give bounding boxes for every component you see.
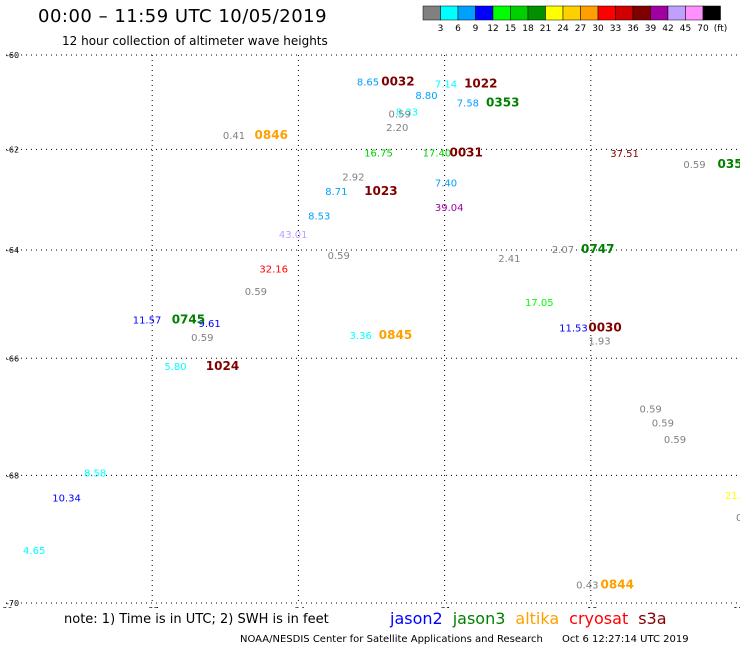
wave-height-value: 43.01	[279, 230, 308, 241]
lon-tick-label: -30	[0, 606, 13, 608]
credit-text: NOAA/NESDIS Center for Satellite Applica…	[240, 634, 543, 645]
colorbar-label: 36	[627, 24, 639, 34]
wave-height-value: 5.80	[164, 362, 186, 373]
lon-tick-label: -27	[146, 606, 159, 608]
legend-item-cryosat: cryosat	[569, 609, 629, 628]
pass-time-label: 0747	[581, 242, 614, 256]
wave-height-value: 2.41	[498, 254, 520, 265]
wave-height-value: 8.53	[308, 212, 330, 223]
colorbar-label: 12	[487, 24, 498, 34]
colorbar-label: 30	[592, 24, 604, 34]
lat-tick-label: -64	[6, 246, 19, 255]
colorbar-label: 24	[557, 24, 569, 34]
lon-tick-label: -15	[730, 606, 740, 608]
altimeter-map: -30 -27 -24 -21 -18 -15 -60 -62 -64 -66 -68 -70 8.65…	[0, 51, 740, 608]
colorbar-label: 42	[662, 24, 673, 34]
wave-height-value: 2.20	[386, 123, 408, 134]
pass-time-label: 0745	[172, 312, 205, 326]
colorbar-label: 21	[540, 24, 551, 34]
generated-timestamp: Oct 6 12:27:14 UTC 2019	[562, 634, 689, 645]
colorbar-swatch	[702, 5, 721, 21]
wave-height-value: 9.61	[198, 319, 220, 330]
map-title: 00:00 – 11:59 UTC 10/05/2019	[38, 6, 328, 27]
pass-time-label: 0846	[255, 128, 288, 142]
wave-height-value: 11.53	[559, 324, 588, 335]
legend-item-jason3: jason3	[452, 609, 506, 628]
colorbar-label: 45	[680, 24, 691, 34]
colorbar-label: 15	[505, 24, 516, 34]
pass-time-label: 1023	[364, 184, 397, 198]
colorbar-label: 9	[473, 24, 479, 34]
credit-line: NOAA/NESDIS Center for Satellite Applica…	[240, 634, 705, 645]
pass-time-label: 0030	[588, 321, 621, 335]
wave-height-value: 11.57	[133, 315, 162, 326]
wave-height-value: 8.58	[84, 468, 106, 479]
wave-height-value: 0.59	[683, 160, 705, 171]
map-subtitle: 12 hour collection of altimeter wave hei…	[62, 34, 328, 48]
lat-tick-label: -60	[6, 51, 19, 60]
wave-height-value: 0.59	[245, 287, 267, 298]
wave-height-value: 16.75	[364, 149, 393, 160]
wave-height-value: 2.92	[342, 172, 364, 183]
lat-tick-label: -68	[6, 471, 19, 480]
pass-time-label: 0354	[718, 157, 740, 171]
colorbar-label: 3	[438, 24, 444, 34]
pass-time-label: 0032	[381, 75, 414, 89]
wave-height-value: 17.05	[525, 298, 554, 309]
satellite-legend: jason2 jason3 altika cryosat s3a	[390, 609, 677, 628]
wave-height-value: 10.34	[52, 493, 81, 504]
lon-tick-label: -18	[584, 606, 597, 608]
lat-tick-label: -70	[6, 599, 19, 608]
wave-height-value: 1.93	[588, 336, 610, 347]
wave-height-value: 7.40	[435, 178, 457, 189]
lat-tick-label: -66	[6, 354, 19, 363]
wave-height-value: 8.80	[415, 91, 437, 102]
lat-tick-label: -62	[6, 145, 19, 154]
wave-height-value: 8.71	[325, 187, 347, 198]
wave-height-value: 0.	[736, 513, 740, 524]
colorbar-label: 6	[455, 24, 461, 34]
wave-height-value: 17.40	[423, 149, 452, 160]
pass-time-label: 0845	[379, 328, 412, 342]
wave-height-value: 0.41	[223, 131, 245, 142]
legend-item-altika: altika	[515, 609, 560, 628]
wave-height-value: 0.59	[640, 405, 662, 416]
wave-height-value: 0.59	[328, 251, 350, 262]
wave-height-value: 0.59	[652, 419, 674, 430]
wave-height-value: 21.32	[725, 491, 740, 502]
wave-height-value: 3.36	[350, 331, 372, 342]
colorbar-label: 27	[575, 24, 586, 34]
pass-time-label: 0844	[601, 577, 634, 591]
wave-height-value: 7.14	[435, 80, 457, 91]
colorbar-label: (ft)	[714, 24, 728, 34]
wave-height-value: 0.59	[389, 110, 411, 121]
colorbar-label: 18	[522, 24, 534, 34]
wave-height-value: 39.04	[435, 203, 464, 214]
colorbar-label: 33	[610, 24, 621, 34]
colorbar-legend: 3 6 9 12 15 18 21 24 27 30 33 36 39 42 45 70 (ft)	[422, 5, 728, 34]
wave-height-value: 4.65	[23, 546, 45, 557]
pass-time-label: 1024	[206, 359, 239, 373]
wave-height-value: 2.07	[552, 245, 574, 256]
wave-height-value: 0.59	[191, 333, 213, 344]
wave-height-value: 37.51	[610, 149, 639, 160]
colorbar-label: 39	[645, 24, 657, 34]
wave-height-value: 8.33	[396, 107, 418, 118]
wave-height-value: 0.59	[664, 435, 686, 446]
lon-tick-label: -24	[292, 606, 305, 608]
note-text: note: 1) Time is in UTC; 2) SWH is in fe…	[64, 612, 329, 627]
wave-height-value: 32.16	[259, 264, 288, 275]
pass-time-label: 0353	[486, 95, 519, 109]
legend-item-jason2: jason2	[390, 609, 443, 628]
pass-time-label: 1022	[464, 77, 497, 91]
colorbar-label: 70	[697, 24, 709, 34]
lon-tick-label: -21	[438, 606, 451, 608]
legend-item-s3a: s3a	[638, 609, 667, 628]
wave-height-value: 7.58	[457, 98, 479, 109]
wave-height-value: 0.43	[576, 580, 598, 591]
wave-height-value: 8.65	[357, 78, 379, 89]
pass-time-label: 0031	[449, 146, 482, 160]
